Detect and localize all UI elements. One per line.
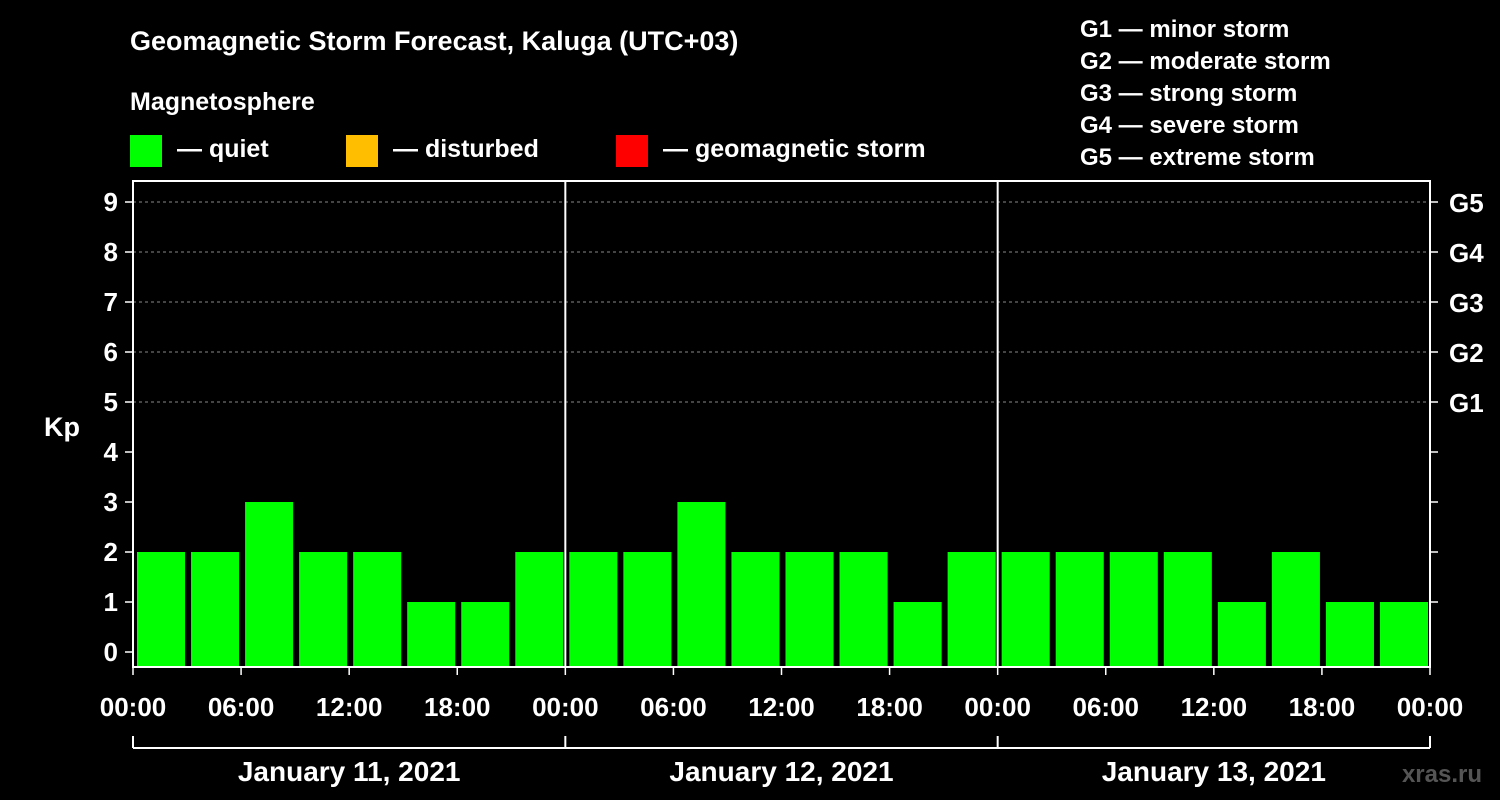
storm-level-label: G3 bbox=[1449, 288, 1484, 318]
legend-label-storm: — geomagnetic storm bbox=[663, 135, 926, 163]
x-tick-label: 00:00 bbox=[1397, 692, 1464, 722]
y-tick-label: 9 bbox=[104, 187, 118, 217]
bars bbox=[137, 502, 1428, 667]
legend-label-quiet: — quiet bbox=[177, 135, 269, 163]
kp-bar bbox=[839, 552, 888, 667]
storm-scale-g5: G5 — extreme storm bbox=[1080, 144, 1315, 171]
legend-label-disturbed: — disturbed bbox=[393, 135, 539, 163]
x-tick-label: 12:00 bbox=[748, 692, 815, 722]
kp-bar bbox=[137, 552, 186, 667]
kp-bar bbox=[785, 552, 834, 667]
y-tick-label: 3 bbox=[104, 487, 118, 517]
kp-bar bbox=[1055, 552, 1104, 667]
kp-bar bbox=[1379, 602, 1428, 667]
y-axis-ticks: 0 1 2 3 4 5 6 7 8 9 bbox=[104, 187, 133, 667]
x-tick-label: 06:00 bbox=[1073, 692, 1140, 722]
day-label: January 13, 2021 bbox=[1102, 756, 1326, 787]
kp-bar bbox=[407, 602, 456, 667]
x-axis-ticks: 00:00 06:00 12:00 18:00 00:00 06:00 12:00 18:00… bbox=[100, 667, 1464, 722]
y-tick-label: 4 bbox=[104, 437, 119, 467]
x-tick-label: 06:00 bbox=[208, 692, 275, 722]
y-tick-label: 1 bbox=[104, 587, 118, 617]
legend-swatch-disturbed bbox=[346, 135, 378, 167]
x-tick-label: 00:00 bbox=[100, 692, 167, 722]
kp-bar bbox=[299, 552, 348, 667]
y-tick-label: 0 bbox=[104, 637, 118, 667]
kp-bar bbox=[947, 552, 996, 667]
kp-bar bbox=[1325, 602, 1374, 667]
y-tick-label: 2 bbox=[104, 537, 118, 567]
kp-bar bbox=[1217, 602, 1266, 667]
kp-bar bbox=[677, 502, 726, 667]
day-label: January 11, 2021 bbox=[238, 756, 461, 787]
kp-bar bbox=[623, 552, 672, 667]
kp-bar bbox=[515, 552, 564, 667]
storm-scale-g3: G3 — strong storm bbox=[1080, 80, 1297, 107]
chart-title: Geomagnetic Storm Forecast, Kaluga (UTC+… bbox=[130, 26, 738, 56]
x-tick-label: 18:00 bbox=[1289, 692, 1356, 722]
magnetosphere-label: Magnetosphere bbox=[130, 88, 315, 116]
day-label: January 12, 2021 bbox=[669, 756, 893, 787]
kp-bar bbox=[731, 552, 780, 667]
x-tick-label: 00:00 bbox=[964, 692, 1031, 722]
kp-bar bbox=[353, 552, 402, 667]
storm-scale-g4: G4 — severe storm bbox=[1080, 112, 1299, 139]
storm-scale-g2: G2 — moderate storm bbox=[1080, 48, 1331, 75]
y-tick-label: 7 bbox=[104, 287, 118, 317]
kp-bar bbox=[893, 602, 942, 667]
kp-bar bbox=[569, 552, 618, 667]
x-tick-label: 18:00 bbox=[856, 692, 923, 722]
storm-scale-legend: G1 — minor storm G2 — moderate storm G3 … bbox=[1080, 16, 1331, 171]
kp-bar bbox=[245, 502, 294, 667]
watermark: xras.ru bbox=[1402, 761, 1482, 788]
kp-bar bbox=[1271, 552, 1320, 667]
x-tick-label: 06:00 bbox=[640, 692, 707, 722]
x-tick-label: 12:00 bbox=[316, 692, 383, 722]
storm-level-label: G2 bbox=[1449, 338, 1484, 368]
x-tick-label: 18:00 bbox=[424, 692, 491, 722]
y-axis-label: Kp bbox=[44, 412, 80, 442]
legend: — quiet — disturbed — geomagnetic storm bbox=[130, 135, 926, 167]
storm-level-label: G5 bbox=[1449, 188, 1484, 218]
storm-level-axis: G1 G2 G3 G4 G5 bbox=[1430, 188, 1484, 603]
storm-level-label: G4 bbox=[1449, 238, 1484, 268]
legend-swatch-quiet bbox=[130, 135, 162, 167]
storm-level-label: G1 bbox=[1449, 388, 1484, 418]
y-tick-label: 6 bbox=[104, 337, 118, 367]
kp-bar bbox=[1163, 552, 1212, 667]
kp-bar bbox=[461, 602, 510, 667]
y-tick-label: 8 bbox=[104, 237, 118, 267]
kp-bar bbox=[191, 552, 240, 667]
y-tick-label: 5 bbox=[104, 387, 118, 417]
legend-swatch-storm bbox=[616, 135, 648, 167]
x-tick-label: 00:00 bbox=[532, 692, 599, 722]
kp-bar bbox=[1001, 552, 1050, 667]
grid-lines bbox=[133, 201, 1430, 403]
kp-bar bbox=[1109, 552, 1158, 667]
day-labels: January 11, 2021 January 12, 2021 January … bbox=[132, 736, 1431, 787]
storm-scale-g1: G1 — minor storm bbox=[1080, 16, 1289, 43]
x-tick-label: 12:00 bbox=[1181, 692, 1248, 722]
